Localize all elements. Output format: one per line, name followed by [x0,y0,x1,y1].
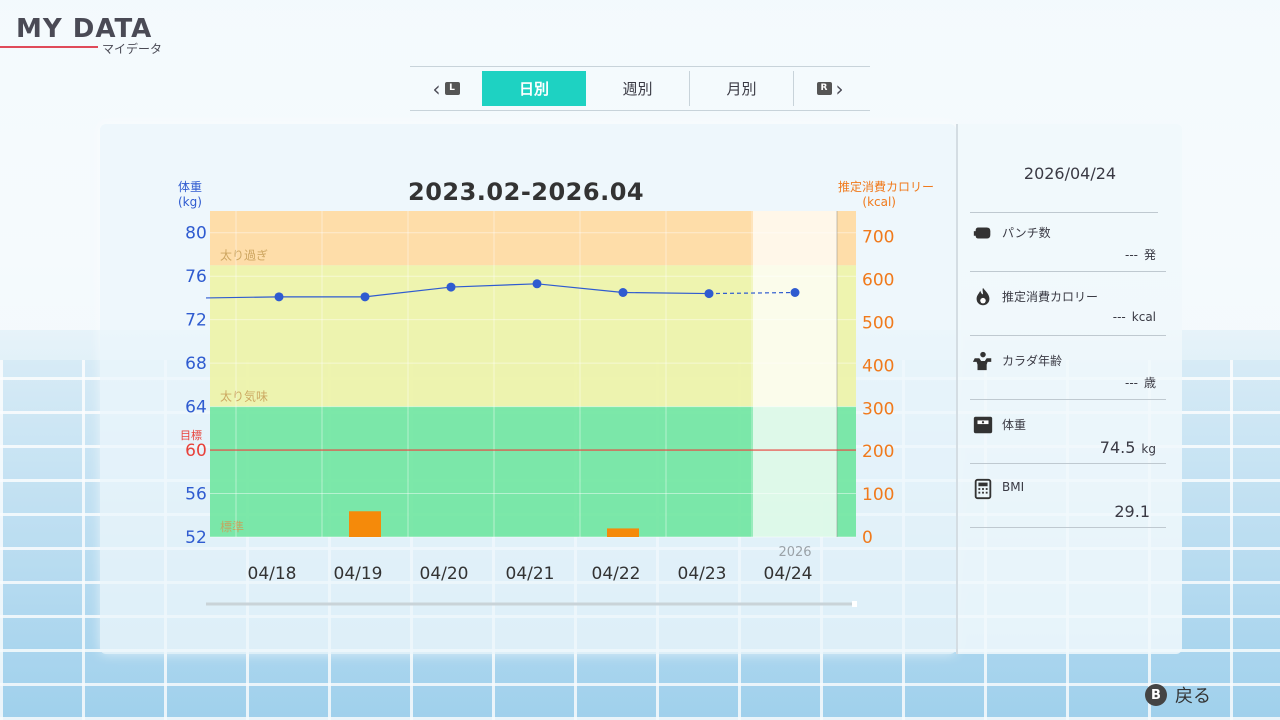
left-axis-label: 体重 (kg) [178,180,202,210]
goal-label: 目標 [180,428,202,442]
x-tick-label: 04/18 [248,564,297,584]
stat-label: 推定消費カロリー [1002,290,1099,304]
left-axis-label-line1: 体重 [178,180,203,194]
calculator-icon [974,478,992,500]
detail-date: 2026/04/24 [1023,164,1117,183]
muscle-icon [972,351,992,371]
detail-divider [970,212,1158,213]
r-button-icon: R [816,82,832,95]
y-left-tick: 68 [185,354,207,374]
flame-icon [976,287,990,306]
back-button[interactable]: B 戻る [1145,682,1211,708]
weight-line-segment [622,291,710,295]
page-subtitle: マイデータ [102,42,163,56]
y-right-tick: 0 [862,528,873,548]
b-button-icon: B [1145,684,1167,706]
chevron-right-icon: › [835,76,844,101]
page-title: MY DATA [16,14,153,44]
title-underline [0,46,98,48]
y-right-tick: 600 [862,271,894,291]
right-axis-label-line1: 推定消費カロリー [837,180,934,194]
left-axis-label-line2: (kg) [178,195,202,209]
prev-period-button[interactable]: ‹ L [410,71,482,106]
tab-monthly[interactable]: 月別 [690,71,794,106]
y-left-tick: 56 [185,485,207,505]
zone-band [210,265,856,407]
right-axis-label-line2: (kcal) [862,195,896,209]
y-left-tick: 80 [185,224,207,244]
y-right-tick: 200 [862,442,894,462]
weight-point [790,288,800,297]
next-period-button[interactable]: R › [794,71,866,106]
chart-title: 2023.02-2026.04 [408,178,645,206]
punch-icon [973,227,991,239]
y-right-tick: 500 [862,314,894,334]
y-left-tick: 76 [185,267,207,287]
l-button-icon: L [444,82,460,95]
weight-line-segment [364,286,452,298]
weight-line-segment [205,296,280,299]
tab-weekly[interactable]: 週別 [586,71,690,106]
day-detail-panel: 2026/04/24 パンチ数 --- 発 推定消費カロリー --- kcal カラ… [956,124,1182,654]
stat-calories: 推定消費カロリー --- kcal [970,278,1166,336]
weight-point [446,282,456,292]
calorie-bar [607,528,639,537]
weight-line-segment [708,291,796,295]
weight-line-segment [450,283,538,288]
weight-point [532,279,542,289]
stat-label: パンチ数 [1002,226,1051,240]
stat-value: 29.1 [1114,502,1150,521]
y-left-tick: 72 [185,311,207,331]
stat-value: --- kcal [1112,310,1156,324]
selected-day-highlight [753,211,837,537]
weight-point [618,288,628,297]
x-tick-label: 04/22 [592,564,641,584]
stat-label: カラダ年齢 [1002,354,1063,368]
year-marker-label: 2026 [778,545,811,560]
weight-point [704,289,714,299]
x-tick-label: 04/19 [334,564,383,584]
stat-value: --- 発 [1124,248,1156,262]
x-tick-label: 04/24 [764,564,813,584]
x-tick-label: 04/23 [678,564,727,584]
zone-label: 太り過ぎ [220,247,268,262]
stat-bmi: BMI 29.1 [970,470,1166,528]
stat-value: 74.5 kg [1099,438,1156,457]
zone-band [210,406,856,537]
x-tick-label: 04/21 [506,564,555,584]
y-left-tick: 52 [185,528,207,548]
stat-weight: 体重 74.5 kg [970,406,1166,464]
right-axis-label: 推定消費カロリー (kcal) [824,180,934,210]
zone-label: 太り気味 [220,389,268,404]
period-tabs: ‹ L 日別 週別 月別 R › [410,66,870,111]
y-right-tick: 300 [862,399,894,419]
y-right-tick: 100 [862,485,894,505]
y-right-tick: 400 [862,356,894,376]
timeline-scroll-thumb [852,601,857,607]
scale-icon [973,416,993,434]
x-tick-label: 04/20 [420,564,469,584]
y-right-tick: 700 [862,228,894,248]
tab-daily[interactable]: 日別 [482,71,586,106]
zone-band [210,211,856,266]
stat-value: --- 歳 [1124,376,1156,390]
zone-label: 標準 [220,519,244,534]
y-left-tick: 64 [185,398,207,418]
calorie-bar [349,511,381,537]
chevron-left-icon: ‹ [432,76,441,101]
stat-punch-count: パンチ数 --- 発 [970,214,1166,272]
stat-label: BMI [1002,480,1025,494]
stat-body-age: カラダ年齢 --- 歳 [970,342,1166,400]
y-left-tick: 60 [185,441,207,461]
back-label: 戻る [1175,686,1211,707]
weight-line-segment [536,283,624,294]
weight-point [274,292,284,302]
stat-label: 体重 [1002,418,1027,432]
weight-point [360,292,370,302]
